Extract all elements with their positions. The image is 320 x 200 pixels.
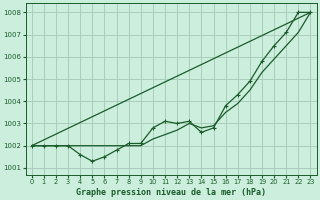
X-axis label: Graphe pression niveau de la mer (hPa): Graphe pression niveau de la mer (hPa) — [76, 188, 266, 197]
